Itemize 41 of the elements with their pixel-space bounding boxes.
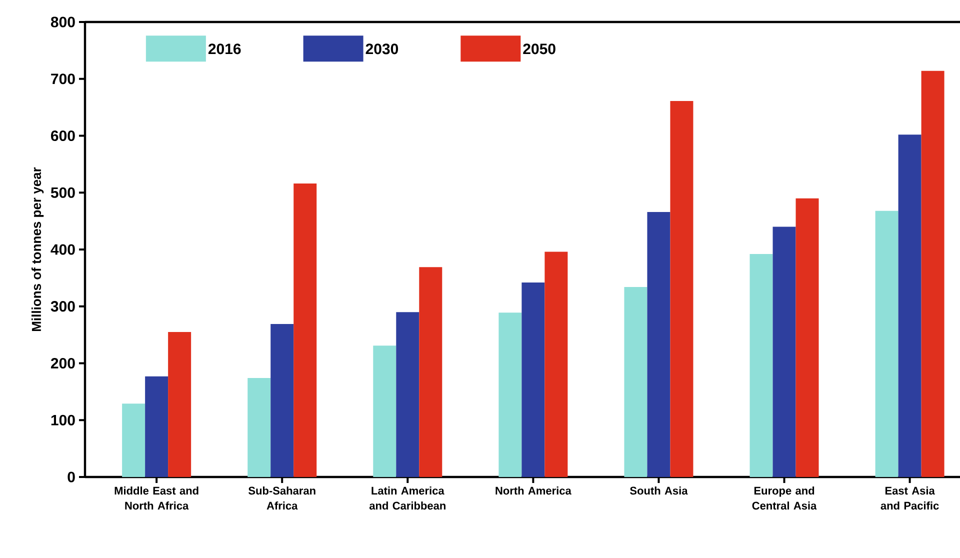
bar — [898, 134, 922, 477]
bar — [248, 378, 271, 477]
bar — [122, 404, 146, 477]
legend-label: 2030 — [366, 44, 398, 54]
y-tick-label: 200 — [50, 358, 75, 369]
bar — [145, 376, 168, 477]
bar — [498, 312, 522, 477]
y-tick-label: 100 — [51, 414, 75, 426]
bar — [750, 254, 773, 477]
y-tick-label: 600 — [51, 130, 75, 142]
bar — [921, 70, 944, 477]
bar — [875, 210, 898, 477]
legend-label: 2016 — [208, 44, 241, 54]
bar — [796, 198, 819, 477]
bar — [772, 226, 796, 477]
bar — [294, 184, 317, 477]
y-axis-title: Millions of tonnes per year — [31, 167, 44, 331]
y-tick-label: 300 — [50, 301, 75, 312]
x-tick-label: Europe and Central Asia — [752, 486, 817, 510]
bar — [419, 267, 442, 477]
y-tick-label: 400 — [50, 244, 75, 255]
bar — [396, 312, 420, 477]
y-tick-label: 700 — [51, 74, 75, 84]
bar — [624, 287, 648, 477]
x-tick-label: South Asia — [630, 486, 688, 495]
bar — [544, 252, 568, 477]
bar — [168, 332, 192, 477]
bar — [647, 212, 670, 477]
x-tick-label: Latin America and Caribbean — [369, 486, 446, 510]
y-tick-label: 800 — [50, 16, 75, 28]
x-tick-label: Middle East and North Africa — [114, 486, 198, 510]
bar — [670, 101, 694, 477]
x-tick-label: East Asia and Pacific — [880, 486, 939, 510]
bar — [373, 346, 396, 477]
legend-label: 2050 — [523, 44, 556, 54]
y-tick-label: 500 — [50, 187, 75, 198]
bar — [270, 324, 294, 477]
bar — [522, 282, 545, 477]
x-tick-label: North America — [496, 486, 572, 495]
y-tick-label: 0 — [68, 472, 75, 482]
x-tick-label: Sub-Saharan Africa — [248, 486, 316, 510]
